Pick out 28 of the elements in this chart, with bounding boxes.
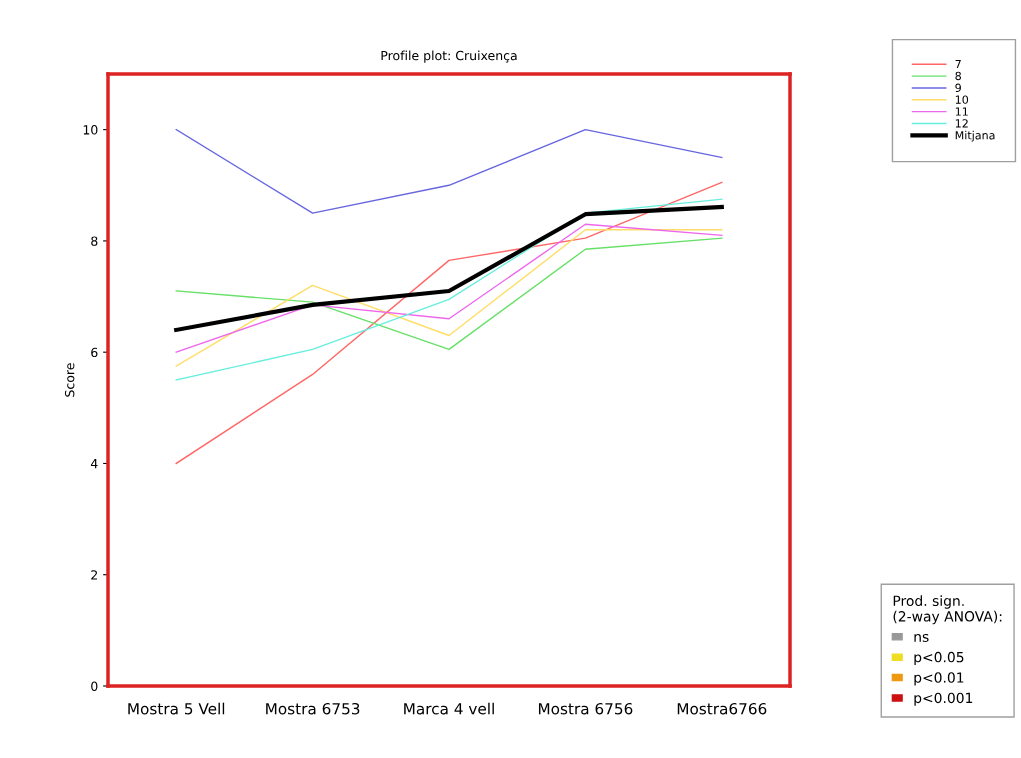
line-series <box>174 204 724 333</box>
line-series <box>175 181 723 465</box>
legend-label: 9 <box>955 83 961 92</box>
x-tick-label: Marca 4 vell <box>404 702 494 715</box>
y-tick-label: 4 <box>90 459 98 469</box>
y-tick-label: 6 <box>91 347 98 358</box>
legend-label: 11 <box>955 107 968 116</box>
legend-label: Mitjana <box>955 130 995 142</box>
chart-title: Profile plot: Cruixença <box>381 50 517 63</box>
legend-label: 12 <box>955 119 968 128</box>
y-tick-label: 2 <box>91 570 98 580</box>
legend-label: 7 <box>955 60 961 69</box>
x-tick-label: Mostra 6753 <box>266 702 360 715</box>
text: ns <box>914 634 929 642</box>
line-series <box>175 128 723 214</box>
x-tick-label: Mostra6766 <box>677 702 767 715</box>
text: p<0.01 <box>914 672 964 686</box>
y-axis-title: Score <box>64 363 75 397</box>
x-tick-label: Mostra 5 Vell <box>128 702 225 715</box>
text: p<0.05 <box>914 651 964 666</box>
text: Prod. sign. (2-way ANOVA): <box>893 595 1002 625</box>
x-tick-label: Mostra 6756 <box>538 702 633 715</box>
legend-label: 10 <box>955 95 969 104</box>
y-tick-label: 8 <box>91 236 98 246</box>
legend-label: 8 <box>955 71 961 81</box>
text: p<0.001 <box>914 692 973 706</box>
y-tick-label: 0 <box>91 681 98 691</box>
y-tick-label: 10 <box>83 125 98 135</box>
